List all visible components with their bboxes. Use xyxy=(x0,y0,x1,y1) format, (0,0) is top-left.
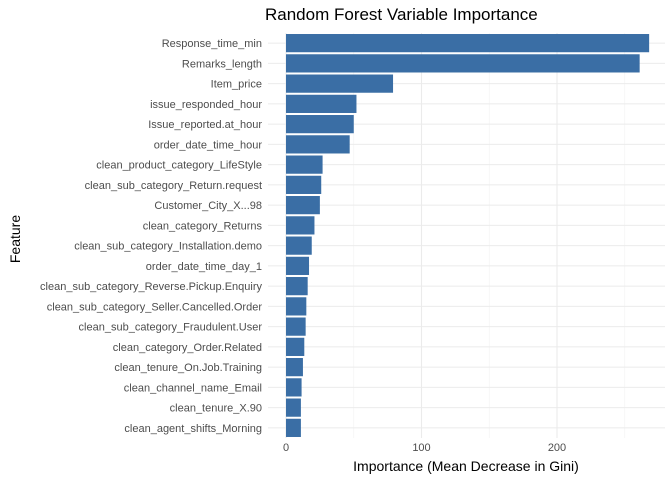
bar-Response_time_min xyxy=(286,34,650,53)
x-tick-label: 100 xyxy=(412,442,430,454)
y-tick-label: order_date_time_hour xyxy=(154,139,263,151)
y-tick-label: clean_sub_category_Seller.Cancelled.Orde… xyxy=(47,301,263,313)
x-tick-label: 0 xyxy=(283,442,289,454)
y-tick-label: clean_sub_category_Installation.demo xyxy=(74,241,262,253)
bar-clean_sub_category_Seller.Cancelled.Order xyxy=(286,297,307,316)
y-tick-label: clean_channel_name_Email xyxy=(124,382,262,394)
bar-issue_responded_hour xyxy=(286,94,357,113)
y-tick-label: order_date_time_day_1 xyxy=(146,261,262,273)
bar-Item_price xyxy=(286,74,394,93)
bar-Issue_reported.at_hour xyxy=(286,115,354,134)
bars-layer xyxy=(286,34,650,437)
y-tick-label: Customer_City_X...98 xyxy=(154,200,262,212)
y-tick-label: clean_sub_category_Return.request xyxy=(85,180,262,192)
bar-clean_product_category_LifeStyle xyxy=(286,155,323,174)
y-tick-label: clean_category_Order.Related xyxy=(113,342,262,354)
bar-clean_agent_shifts_Morning xyxy=(286,418,301,437)
bar-clean_category_Returns xyxy=(286,216,315,235)
bar-clean_channel_name_Email xyxy=(286,378,302,397)
bar-clean_tenure_On.Job.Training xyxy=(286,358,303,377)
y-tick-label: Remarks_length xyxy=(182,58,262,70)
y-tick-label: Response_time_min xyxy=(162,38,262,50)
y-tick-label: clean_category_Returns xyxy=(143,220,263,232)
y-tick-label: clean_tenure_On.Job.Training xyxy=(114,362,262,374)
y-tick-label: issue_responded_hour xyxy=(150,99,262,111)
bar-clean_sub_category_Return.request xyxy=(286,175,322,194)
bar-clean_sub_category_Fraudulent.User xyxy=(286,317,306,336)
x-tick-label: 200 xyxy=(548,442,566,454)
x-axis-title: Importance (Mean Decrease in Gini) xyxy=(353,458,579,474)
x-tick-labels: 0 100 200 xyxy=(283,442,566,454)
y-tick-label: clean_product_category_LifeStyle xyxy=(96,160,262,172)
y-tick-label: clean_sub_category_Fraudulent.User xyxy=(79,322,263,334)
y-tick-label: Item_price xyxy=(211,79,262,91)
y-tick-labels: Response_time_min Remarks_length Item_pric… xyxy=(40,38,262,435)
y-tick-label: Issue_reported.at_hour xyxy=(148,119,262,131)
bar-Customer_City_X...98 xyxy=(286,196,320,215)
bar-Remarks_length xyxy=(286,54,640,73)
bar-order_date_time_day_1 xyxy=(286,256,310,275)
bar-clean_sub_category_Reverse.Pickup.Enquiry xyxy=(286,277,308,296)
bar-clean_category_Order.Related xyxy=(286,337,305,356)
bar-order_date_time_hour xyxy=(286,135,350,154)
grid-layer xyxy=(268,33,665,438)
y-tick-label: clean_sub_category_Reverse.Pickup.Enquir… xyxy=(40,281,262,293)
bar-clean_tenure_X.90 xyxy=(286,398,301,417)
bar-clean_sub_category_Installation.demo xyxy=(286,236,312,255)
y-axis-title: Feature xyxy=(7,215,23,263)
y-tick-label: clean_agent_shifts_Morning xyxy=(124,423,262,435)
chart-title: Random Forest Variable Importance xyxy=(265,5,538,24)
y-tick-label: clean_tenure_X.90 xyxy=(170,403,262,415)
